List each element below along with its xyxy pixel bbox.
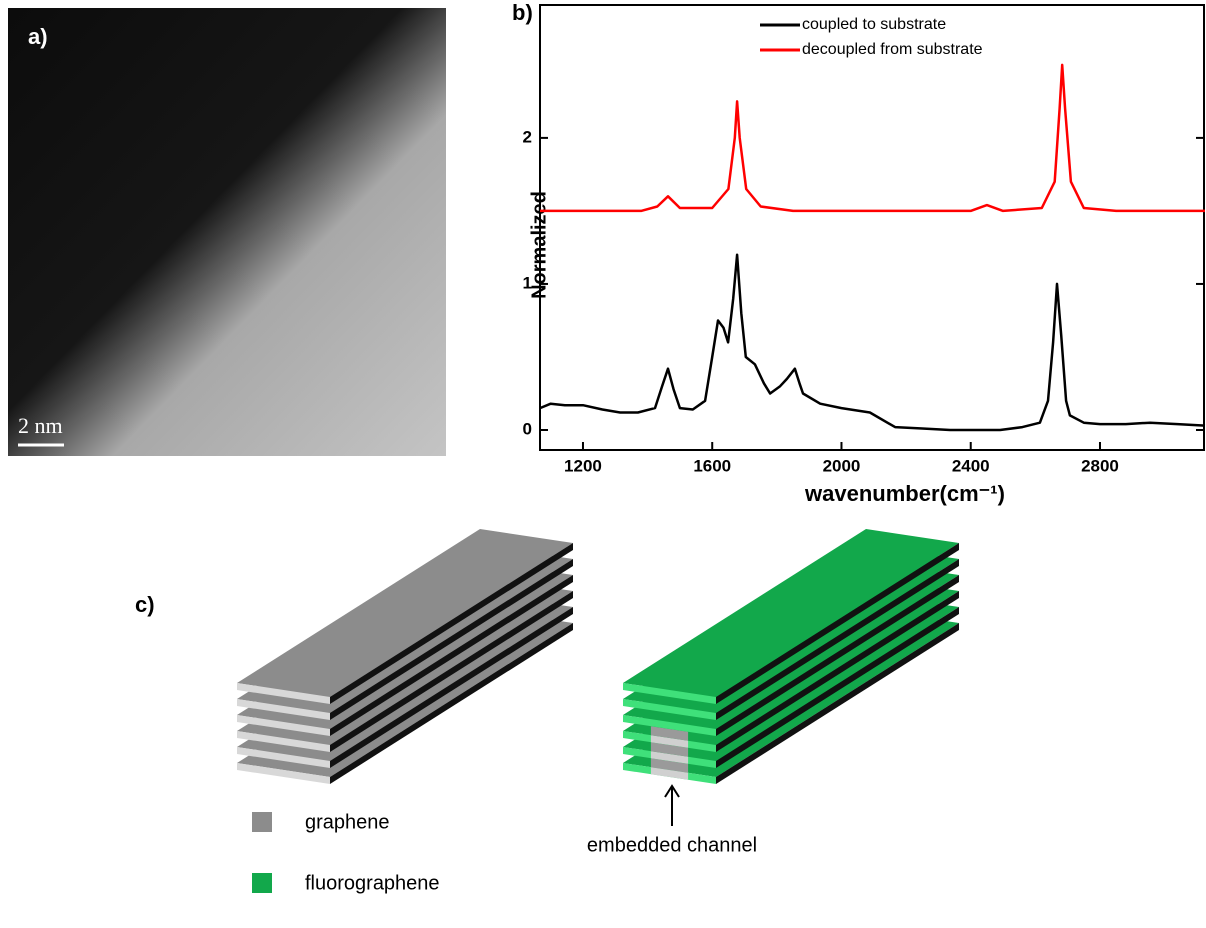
layer-side [716,607,959,768]
channel [650,758,689,773]
layer-side [716,575,959,736]
channel [650,767,689,780]
layer-front [623,683,716,704]
layer-front [237,699,330,720]
legend-label: fluorographene [305,872,440,894]
legend-swatch [252,873,272,893]
legend-label: coupled to substrate [802,16,946,33]
tem-image [8,8,446,456]
layer-stacks [237,529,959,784]
layer-side [716,591,959,752]
channel [650,726,689,741]
plot-frame [539,4,1205,451]
x-tick-label: 2400 [952,456,990,475]
y-tick-label: 0 [523,419,532,438]
layer-side [330,543,573,704]
layer-side [716,559,959,720]
panel-label: b) [512,0,533,25]
layer-front [237,747,330,768]
layer-side [716,623,959,784]
channel [650,735,689,748]
x-tick-label: 1600 [693,456,731,475]
layer-top [237,529,573,697]
x-tick-label: 1200 [564,456,602,475]
layer-front [237,731,330,752]
x-axis-title: wavenumber(cm⁻¹) [804,481,1005,506]
panel-label: a) [28,24,48,49]
layer-front [623,715,716,736]
layer-front [237,763,330,784]
layer-side [330,607,573,768]
line [539,253,1206,432]
y-tick-label: 1 [523,273,532,292]
layer-side [330,591,573,752]
legend-swatch [252,812,272,832]
panel-label: c) [135,592,155,617]
layer-side [716,543,959,704]
layer-top [623,529,959,697]
legend-label: graphene [305,811,390,833]
channel [650,751,689,764]
scale-bar-label: 2 nm [18,413,63,438]
layer-side [330,559,573,720]
x-tick-label: 2800 [1081,456,1119,475]
layer-front [237,715,330,736]
legend-label: decoupled from substrate [802,41,983,58]
annotation: embedded channel [587,834,757,856]
line [540,63,1205,213]
arrow-head [664,784,680,798]
layer-side [330,575,573,736]
layer-front [623,699,716,720]
channel [650,742,689,757]
y-tick-label: 2 [523,127,532,146]
layer-front [237,683,330,704]
x-tick-label: 2000 [823,456,861,475]
layer-side [330,623,573,784]
